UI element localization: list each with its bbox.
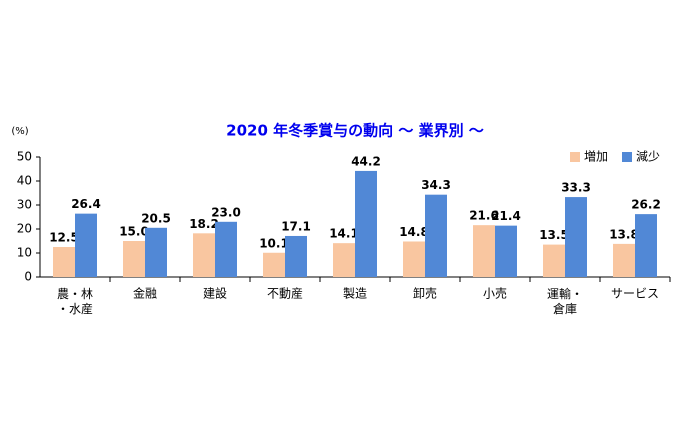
chart-title: 2020 年冬季賞与の動向 ～ 業界別 ～ (226, 122, 484, 140)
bar (635, 214, 657, 277)
value-label: 44.2 (351, 154, 381, 168)
bar (355, 170, 377, 277)
value-label: 21.6 (469, 209, 499, 223)
legend-label: 増加 (584, 150, 608, 164)
bar (403, 241, 425, 277)
bar (543, 244, 565, 277)
bar (473, 225, 495, 277)
legend-swatch (570, 152, 580, 162)
value-label: 13.5 (539, 228, 569, 242)
value-label: 20.5 (141, 211, 171, 225)
value-label: 15.0 (119, 225, 149, 239)
value-label: 13.8 (609, 227, 639, 241)
bar (215, 221, 237, 277)
bar (145, 227, 167, 277)
y-tick-label: 40 (17, 174, 32, 188)
y-tick-label: 50 (17, 150, 32, 164)
legend-label: 減少 (636, 149, 660, 164)
bar (565, 197, 587, 277)
value-label: 23.0 (211, 205, 241, 219)
x-tick-label: サービス (611, 287, 659, 301)
y-tick-label: 10 (17, 246, 32, 260)
value-label: 33.3 (561, 181, 591, 195)
bar (53, 247, 75, 277)
value-label: 10.1 (259, 236, 289, 250)
value-label: 17.1 (281, 219, 311, 233)
x-tick-label: 不動産 (267, 286, 303, 301)
x-tick-label: 運輸・倉庫 (547, 286, 583, 316)
bar (425, 194, 447, 277)
bar (263, 252, 285, 277)
x-tick-label: 製造 (343, 287, 367, 301)
value-label: 26.4 (71, 197, 101, 211)
x-tick-label: 農・林・水産 (57, 287, 93, 316)
legend-swatch (622, 152, 632, 162)
value-label: 21.4 (491, 209, 521, 223)
value-label: 14.1 (329, 227, 359, 241)
bar (333, 243, 355, 277)
value-label: 14.8 (399, 225, 429, 239)
value-label: 12.5 (49, 231, 79, 245)
y-tick-label: 20 (17, 222, 32, 236)
bar (285, 235, 307, 277)
y-tick-label: 30 (17, 198, 32, 212)
y-unit: (%) (11, 126, 28, 137)
x-tick-label: 小売 (483, 286, 507, 301)
value-label: 18.2 (189, 217, 219, 231)
bar (193, 233, 215, 277)
y-tick-label: 0 (24, 270, 32, 284)
bar (75, 213, 97, 277)
value-label: 34.3 (421, 178, 451, 192)
bar (123, 241, 145, 277)
bar (495, 225, 517, 277)
x-tick-label: 金融 (133, 286, 157, 301)
x-tick-label: 卸売 (413, 286, 437, 301)
x-tick-label: 建設 (203, 286, 227, 301)
value-label: 26.2 (631, 198, 661, 212)
bar (613, 243, 635, 277)
